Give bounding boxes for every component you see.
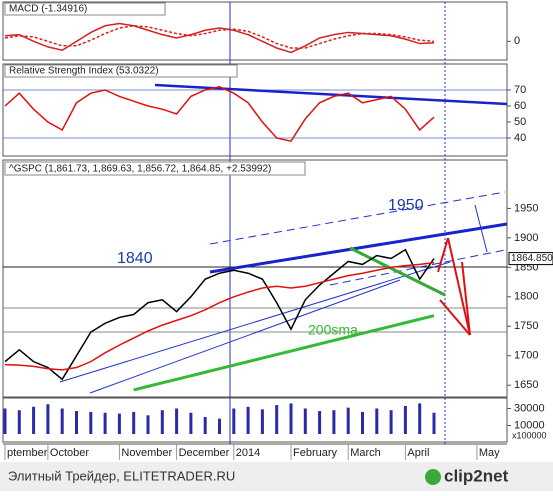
panel-title: Relative Strength Index (53.0322) (9, 66, 159, 77)
footer (0, 462, 553, 491)
volume-bar (160, 410, 164, 434)
volume-bar (375, 408, 379, 434)
y-tick-label: 1950 (514, 202, 538, 214)
channel-line (329, 249, 506, 286)
macd-frame (2, 1, 508, 61)
x-tick-label: February (293, 447, 338, 459)
x-tick-label: ptember (7, 447, 48, 459)
title-box (4, 64, 238, 78)
volume-bar (275, 405, 279, 434)
series-line (4, 86, 435, 143)
title-box (4, 2, 166, 16)
price-frame (2, 159, 508, 398)
volume-bar (103, 412, 107, 434)
resistance-line (209, 222, 508, 274)
series-label: 200sma (308, 322, 358, 338)
volume-bar (260, 409, 264, 434)
x-tick-label: March (350, 447, 381, 459)
volume-bar (289, 403, 293, 434)
red-arrow (461, 261, 471, 336)
red-arrow (437, 237, 449, 273)
y-tick-label: 1800 (514, 291, 538, 303)
x-tick-label: November (121, 447, 172, 459)
volume-bar (60, 408, 64, 434)
x-tick-label: October (50, 447, 89, 459)
y-tick-label: 0 (514, 35, 520, 47)
logo-icon (425, 469, 441, 485)
volume-bar (3, 408, 7, 434)
volume-bar (89, 411, 93, 434)
volume-bar (75, 411, 78, 434)
volume-bar (117, 413, 121, 434)
y-tick-label: 1900 (514, 232, 538, 244)
volume-bar (346, 407, 350, 434)
x-tick-label: April (407, 447, 429, 459)
channel-line (89, 279, 401, 394)
green-trendline (349, 246, 446, 297)
series-line (133, 314, 435, 392)
volume-bar (361, 411, 364, 434)
volume-bar (189, 412, 193, 434)
volume-bar (432, 412, 436, 434)
channel-line (59, 261, 451, 383)
volume-bar (203, 417, 207, 434)
y-tick-label: 1650 (514, 379, 538, 391)
y-tick-label: 1700 (514, 350, 538, 362)
panel-title: MACD (-1.34916) (9, 4, 87, 15)
logo: clip2net (444, 466, 509, 485)
x-tick-label: 2014 (236, 447, 260, 459)
volume-unit: x100000 (512, 430, 547, 440)
volume-bar (46, 404, 50, 434)
series-line (4, 248, 435, 381)
last-price-box (508, 252, 553, 266)
volume-bar (318, 411, 322, 434)
y-tick-label: 70 (514, 84, 526, 96)
annotation: 1840 (117, 250, 153, 267)
volume-bar (132, 411, 136, 434)
series-line (4, 22, 435, 54)
series-line (4, 261, 435, 371)
annotation: 1950 (388, 197, 424, 214)
bracket (474, 204, 488, 253)
y-tick-label: 50 (514, 116, 526, 128)
volume-bar (175, 408, 179, 434)
volume-bar (303, 408, 307, 434)
volume-bar (17, 410, 21, 434)
channel-line (209, 191, 506, 245)
volume-frame (2, 397, 508, 443)
watermark: Элитный Трейдер, ELITETRADER.RU (8, 468, 235, 483)
volume-bar (218, 418, 221, 434)
volume-bar (403, 405, 407, 434)
y-tick-label: 10000 (514, 419, 545, 431)
y-tick-label: 60 (514, 100, 526, 112)
x-tick-label: December (179, 447, 230, 459)
volume-bar (32, 406, 36, 434)
volume-bar (418, 403, 422, 434)
title-box (4, 161, 306, 176)
series-line (4, 25, 435, 49)
y-tick-label: 40 (514, 132, 526, 144)
panel-title: ^GSPC (1,861.73, 1,869.63, 1,856.72, 1,8… (9, 164, 271, 175)
y-tick-label: 30000 (514, 402, 545, 414)
y-tick-label: 1750 (514, 320, 538, 332)
volume-bar (246, 406, 250, 434)
volume-bar (232, 408, 236, 434)
volume-bar (389, 410, 393, 434)
rsi-frame (2, 63, 508, 157)
red-arrow (447, 237, 471, 336)
last-price-label: 1864.850 (511, 253, 553, 264)
volume-bar (146, 415, 150, 434)
x-tick-label: May (479, 447, 500, 459)
volume-bar (332, 410, 336, 434)
red-arrow (439, 299, 471, 336)
